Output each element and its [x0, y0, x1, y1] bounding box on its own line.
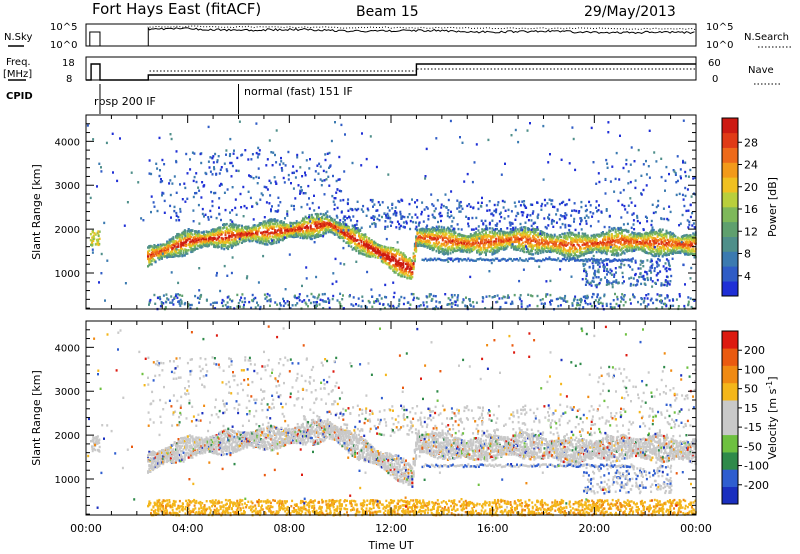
cpid-segment-normal: normal (fast) 151 IF — [244, 85, 353, 98]
velocity-ytick-label: 1000 — [55, 475, 80, 486]
nsky-frame — [85, 23, 697, 47]
velocity-colorbar-segment — [722, 365, 738, 384]
nsearch-line — [149, 25, 697, 31]
x-tick-label: 12:00 — [375, 522, 407, 535]
nave-label: Nave — [748, 65, 774, 76]
cpid-segment-rbsp: rbsp 200 IF — [94, 95, 156, 108]
velocity-colorbar-segment — [722, 331, 738, 349]
velocity-colorbar-label: 50 — [744, 383, 758, 396]
x-tick-label: 20:00 — [578, 522, 610, 535]
velocity-colorbar-title: Velocity [m s-1] — [765, 376, 779, 459]
velocity-ytick-label: 2000 — [55, 431, 80, 442]
velocity-colorbar-label: 200 — [744, 344, 765, 357]
nsky-tick-bottom: 10^0 — [50, 40, 77, 51]
nave-line — [149, 68, 696, 72]
freq-line — [86, 63, 696, 81]
beam-label: Beam 15 — [356, 4, 419, 20]
velocity-panel-frame — [85, 320, 697, 516]
power-colorbar-segment — [722, 266, 738, 282]
power-colorbar-segment — [722, 118, 738, 134]
velocity-colorbar-title-end: ] — [766, 376, 779, 380]
power-colorbar-segment — [722, 236, 738, 252]
velocity-colorbar-segment — [722, 400, 738, 418]
nave-tick-top: 60 — [708, 58, 721, 69]
power-heatmap — [86, 119, 697, 311]
velocity-colorbar-segment — [722, 469, 738, 487]
freq-label: Freq. — [6, 57, 31, 68]
power-colorbar-label: 8 — [744, 248, 751, 261]
nave-tick-bottom: 0 — [712, 74, 718, 85]
velocity-ytick-label: 4000 — [55, 343, 80, 354]
power-panel-frame — [85, 114, 697, 310]
velocity-colorbar-label: 15 — [744, 402, 758, 415]
velocity-colorbar-frame — [721, 330, 739, 505]
power-ytick-label: 4000 — [55, 137, 80, 148]
power-colorbar-title: Power [dB] — [766, 177, 779, 237]
cpid-label: CPID — [6, 91, 33, 102]
velocity-colorbar-segment — [722, 382, 738, 401]
power-colorbar-segment — [722, 207, 738, 223]
velocity-colorbar-title-main: Velocity [m s — [766, 388, 779, 459]
power-ytick-label: 1000 — [55, 269, 80, 280]
velocity-colorbar-label: -15 — [744, 421, 762, 434]
velocity-heatmap — [87, 325, 697, 517]
x-tick-label: 00:00 — [70, 522, 102, 535]
power-colorbar-label: 12 — [744, 225, 758, 238]
power-colorbar-segment — [722, 177, 738, 193]
nsearch-label: N.Search — [744, 32, 789, 43]
power-colorbar-segment — [722, 162, 738, 178]
power-colorbar-label: 20 — [744, 181, 758, 194]
velocity-ylabel: Slant Range [km] — [30, 370, 43, 466]
power-colorbar-segment — [722, 251, 738, 267]
power-ylabel: Slant Range [km] — [30, 164, 43, 260]
nsky-label: N.Sky — [4, 32, 32, 43]
x-tick-label: 08:00 — [273, 522, 305, 535]
power-colorbar-label: 16 — [744, 203, 758, 216]
nsky-tick-top: 10^5 — [50, 22, 77, 33]
velocity-colorbar-label: -200 — [744, 479, 769, 492]
velocity-colorbar-segment — [722, 348, 738, 366]
freq-tick-bottom: 8 — [66, 74, 72, 85]
power-colorbar-frame — [721, 117, 739, 297]
x-axis-label: Time UT — [367, 539, 413, 552]
freq-unit-label: [MHz] — [3, 69, 32, 80]
velocity-ytick-label: 3000 — [55, 387, 80, 398]
nsearch-tick-bottom: 10^0 — [706, 40, 733, 51]
velocity-colorbar-segment — [722, 417, 738, 436]
power-colorbar-segment — [722, 132, 738, 148]
power-colorbar-segment — [722, 147, 738, 163]
power-colorbar-segment — [722, 192, 738, 208]
power-ytick-label: 2000 — [55, 225, 80, 236]
velocity-colorbar-label: -100 — [744, 460, 769, 473]
nsearch-tick-top: 10^5 — [706, 22, 733, 33]
velocity-colorbar-label: 100 — [744, 363, 765, 376]
velocity-colorbar-segment — [722, 486, 738, 505]
freq-tick-top: 18 — [62, 58, 75, 69]
power-ytick-label: 3000 — [55, 181, 80, 192]
station-title: Fort Hays East (fitACF) — [92, 0, 261, 18]
velocity-colorbar-label: -50 — [744, 440, 762, 453]
x-tick-label: 16:00 — [477, 522, 509, 535]
x-tick-label: 00:00 — [680, 522, 712, 535]
velocity-colorbar-segment — [722, 434, 738, 453]
nsky-line — [86, 26, 695, 47]
velocity-colorbar-title-sup: -1 — [765, 381, 774, 389]
date-label: 29/May/2013 — [584, 4, 676, 20]
velocity-colorbar-segment — [722, 452, 738, 470]
x-tick-label: 04:00 — [172, 522, 204, 535]
power-colorbar-label: 4 — [744, 270, 751, 283]
power-colorbar-label: 28 — [744, 136, 758, 149]
power-colorbar-segment — [722, 221, 738, 237]
power-colorbar-label: 24 — [744, 159, 758, 172]
power-colorbar-segment — [722, 281, 738, 297]
freq-frame — [85, 56, 697, 81]
